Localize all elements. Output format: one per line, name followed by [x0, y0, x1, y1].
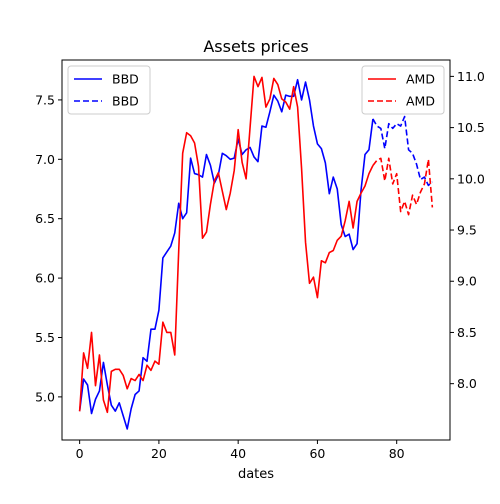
legend-box: [67, 65, 151, 115]
legend-label: BBD: [112, 94, 139, 109]
left-y-tick-label: 5.0: [35, 389, 55, 404]
right-y-tick-label: 10.5: [457, 120, 485, 135]
left-y-tick-label: 7.0: [35, 152, 55, 167]
right-y-tick-label: 9.0: [457, 274, 477, 289]
x-tick-label: 60: [309, 446, 325, 461]
x-tick-label: 80: [389, 446, 405, 461]
legend-right: AMD AMD: [361, 65, 445, 115]
legend-box: [361, 65, 445, 115]
series-line-amd-dashed: [372, 157, 434, 216]
left-y-tick-label: 6.0: [35, 271, 55, 286]
left-y-tick-label: 6.5: [35, 211, 55, 226]
series-line-bbd-solid: [78, 78, 374, 430]
plot-frame: [61, 59, 451, 441]
legend-left: BBD BBD: [67, 65, 151, 115]
legend-label: AMD: [406, 72, 435, 87]
right-y-tick-label: 8.0: [457, 376, 477, 391]
series-line-amd-solid: [78, 75, 374, 414]
left-y-tick-label: 5.5: [35, 330, 55, 345]
right-y-tick-label: 10.0: [457, 171, 485, 186]
x-tick-label: 40: [230, 446, 246, 461]
x-tick-label: 20: [151, 446, 167, 461]
series-line-bbd-dashed: [372, 115, 433, 187]
chart-title: Assets prices: [203, 37, 308, 56]
x-axis-label: dates: [238, 467, 274, 482]
x-tick-label: 0: [76, 446, 84, 461]
legend-label: BBD: [112, 72, 139, 87]
left-y-tick-label: 7.5: [35, 92, 55, 107]
right-y-tick-label: 9.5: [457, 223, 477, 238]
right-y-tick-label: 8.5: [457, 325, 477, 340]
right-y-tick-label: 11.0: [457, 69, 485, 84]
legend-label: AMD: [406, 94, 435, 109]
